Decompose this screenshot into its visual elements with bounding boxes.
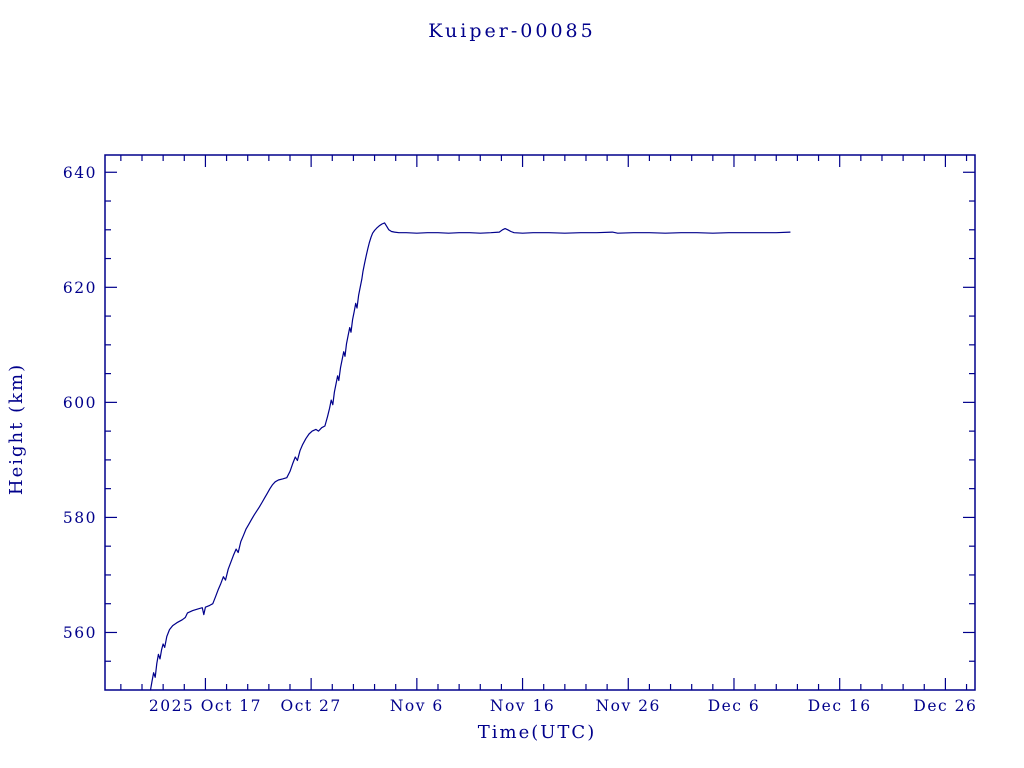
y-tick-label: 580 [63,509,97,527]
axis-tick-labels: 2025 Oct 17 Oct 27 Nov 6 Nov 16 Nov 26 Dec 6 D… [63,164,977,715]
x-tick-label: Dec 6 [708,697,761,715]
axis-ticks [105,155,975,690]
x-tick-label: 2025 Oct 17 [149,697,262,715]
plot-border [104,154,976,691]
y-tick-label: 640 [63,164,97,182]
x-tick-label: Oct 27 [280,697,341,715]
height-series [149,222,791,691]
x-tick-label: Nov 6 [390,697,444,715]
x-axis-title: Time(UTC) [478,722,596,743]
y-tick-label: 620 [63,279,97,297]
y-tick-label: 560 [63,624,97,642]
x-tick-label: Dec 16 [808,697,872,715]
chart-title: Kuiper-00085 [428,20,595,42]
x-tick-label: Nov 16 [490,697,555,715]
y-tick-label: 600 [63,394,97,412]
x-tick-label: Nov 26 [596,697,661,715]
y-axis-title: Height (km) [6,363,27,495]
plot-frame [104,154,976,691]
height-line [149,222,791,691]
x-tick-label: Dec 26 [913,697,977,715]
